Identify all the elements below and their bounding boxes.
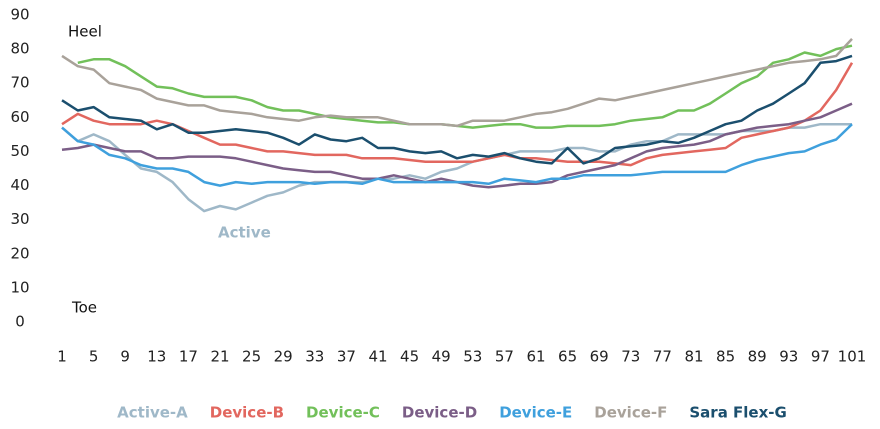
legend-entry: Device-D (402, 404, 477, 422)
y-tick-label: 50 (10, 142, 29, 160)
x-tick-label: 73 (621, 348, 640, 366)
y-tick-label: 90 (10, 6, 29, 24)
y-tick-label: 80 (10, 40, 29, 58)
legend-entry: Device-E (499, 404, 572, 422)
x-tick-label: 89 (748, 348, 767, 366)
y-tick-label: 70 (10, 74, 29, 92)
annotation: Heel (68, 23, 102, 41)
series-line (61, 123, 853, 187)
x-tick-label: 21 (210, 348, 229, 366)
y-tick-label: 60 (10, 108, 29, 126)
x-tick-label: 53 (463, 348, 482, 366)
y-tick-label: 40 (10, 176, 29, 194)
x-tick-label: 93 (779, 348, 798, 366)
x-tick-label: 29 (274, 348, 293, 366)
x-tick-label: 81 (684, 348, 703, 366)
x-tick-label: 9 (120, 348, 130, 366)
legend-entry: Device-F (594, 404, 667, 422)
x-tick-label: 41 (368, 348, 387, 366)
x-tick-label: 69 (590, 348, 609, 366)
y-tick-label: 0 (15, 313, 25, 331)
x-tick-label: 17 (179, 348, 198, 366)
series-line (61, 122, 852, 213)
x-tick-label: 57 (495, 348, 514, 366)
series-line (77, 44, 853, 129)
x-tick-label: 97 (811, 348, 830, 366)
annotation: Toe (71, 299, 97, 317)
legend-entry: Device-C (306, 404, 380, 422)
x-tick-label: 13 (147, 348, 166, 366)
x-tick-label: 101 (838, 348, 867, 366)
series-line (61, 54, 853, 165)
x-tick-label: 1 (57, 348, 67, 366)
series-line (61, 102, 853, 189)
x-tick-label: 5 (89, 348, 99, 366)
y-tick-label: 10 (10, 278, 29, 296)
x-tick-label: 77 (653, 348, 672, 366)
annotation: Active (218, 224, 271, 242)
x-tick-label: 25 (242, 348, 261, 366)
y-tick-label: 20 (10, 244, 29, 262)
x-tick-label: 65 (558, 348, 577, 366)
series-line (61, 62, 854, 167)
y-tick-label: 30 (10, 210, 29, 228)
series-line (61, 38, 853, 128)
x-tick-label: 49 (432, 348, 451, 366)
legend-entry: Device-B (210, 404, 284, 422)
legend-entry: Sara Flex-G (689, 404, 786, 422)
x-tick-label: 33 (305, 348, 324, 366)
legend-entry: Active-A (117, 404, 188, 422)
x-tick-label: 61 (526, 348, 545, 366)
x-tick-label: 37 (337, 348, 356, 366)
x-tick-label: 45 (400, 348, 419, 366)
x-tick-label: 85 (716, 348, 735, 366)
